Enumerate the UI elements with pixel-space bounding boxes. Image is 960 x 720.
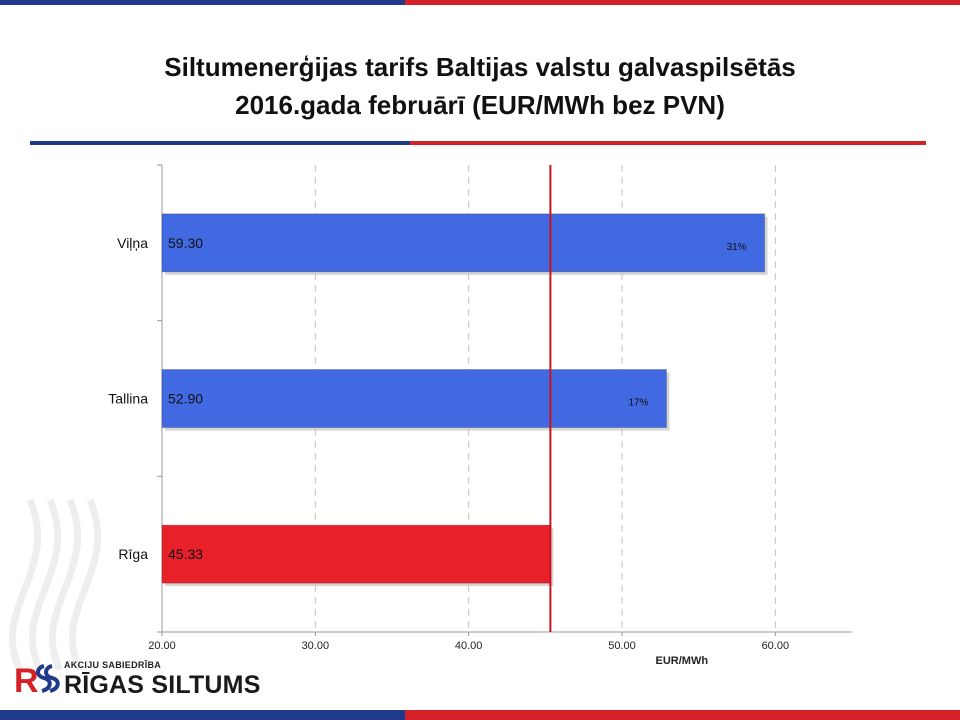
bottom-color-band bbox=[0, 710, 960, 720]
rs-logo-icon: R bbox=[14, 662, 60, 698]
bar bbox=[161, 524, 551, 584]
top-color-band bbox=[0, 0, 960, 5]
x-tick-label: 30.00 bbox=[302, 640, 330, 652]
bar bbox=[161, 369, 667, 428]
bar bbox=[161, 213, 766, 273]
x-tick-label: 20.00 bbox=[148, 640, 176, 652]
category-label: Rīga bbox=[118, 546, 148, 562]
value-label: 59.30 bbox=[168, 235, 203, 251]
title-line-2: 2016.gada februārī (EUR/MWh bez PVN) bbox=[235, 90, 725, 120]
category-label: Viļņa bbox=[117, 235, 148, 251]
percent-label: 31% bbox=[727, 242, 747, 253]
x-tick-label: 50.00 bbox=[608, 640, 636, 652]
watermark-swirl-icon bbox=[8, 498, 102, 670]
value-label: 45.33 bbox=[168, 546, 203, 562]
x-tick-label: 40.00 bbox=[455, 640, 483, 652]
page-title: Siltumenerģijas tarifs Baltijas valstu g… bbox=[40, 48, 920, 124]
x-tick-label: 60.00 bbox=[762, 640, 790, 652]
category-label: Tallina bbox=[108, 391, 148, 407]
value-label: 52.90 bbox=[168, 391, 203, 407]
title-line-1: Siltumenerģijas tarifs Baltijas valstu g… bbox=[164, 52, 796, 82]
company-logo: R AKCIJU SABIEDRĪBA RĪGAS SILTUMS bbox=[14, 658, 294, 700]
title-rule-red bbox=[410, 141, 926, 145]
title-rule-blue bbox=[30, 141, 410, 145]
logo-name: RĪGAS SILTUMS bbox=[64, 671, 261, 699]
logo-subtitle: AKCIJU SABIEDRĪBA bbox=[64, 660, 162, 670]
percent-label: 17% bbox=[628, 398, 648, 409]
x-axis-title: EUR/MWh bbox=[656, 655, 709, 667]
svg-text:R: R bbox=[14, 662, 39, 698]
